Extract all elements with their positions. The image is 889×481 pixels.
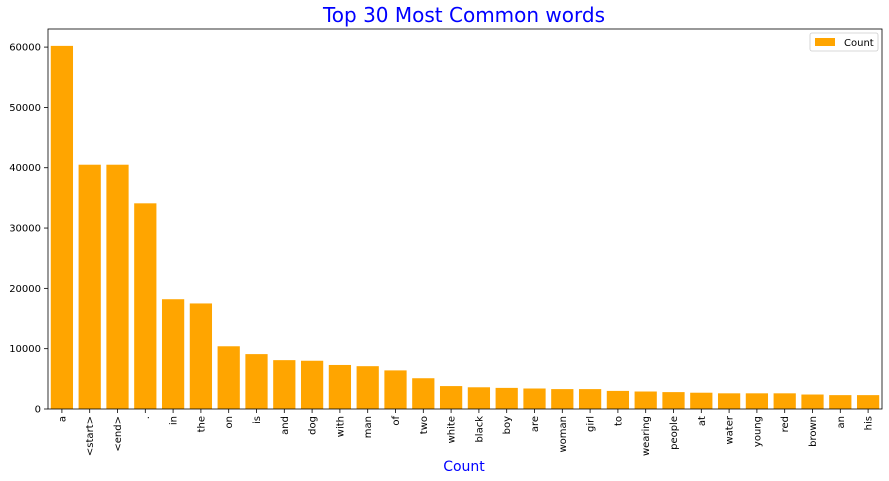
y-tick-label-2: 20000 (9, 284, 41, 295)
bar-7 (245, 354, 268, 409)
y-axis: 0 10000 20000 30000 40000 50000 60000 (9, 43, 48, 416)
y-tick-label-0: 0 (35, 405, 41, 416)
x-tick-label-7: is (252, 416, 263, 424)
bar-25 (745, 393, 769, 409)
bar-0 (50, 45, 74, 410)
x-tick-label-22: people (669, 416, 680, 450)
bar-18 (551, 389, 574, 409)
x-tick-label-13: two (419, 416, 430, 434)
y-tick-label-4: 40000 (9, 163, 41, 174)
legend-label: Count (844, 38, 874, 49)
bar-20 (606, 390, 630, 409)
x-tick-label-19: girl (586, 416, 597, 432)
x-tick-label-25: young (752, 416, 763, 447)
x-tick-label-9: dog (308, 416, 319, 435)
legend-box (809, 32, 879, 52)
x-tick-label-10: with (335, 416, 346, 437)
x-tick-label-20: to (613, 416, 624, 426)
bar-12 (384, 370, 407, 409)
bar-1 (78, 164, 101, 409)
x-tick-label-24: water (725, 415, 736, 444)
x-tick-label-1: <start> (85, 416, 96, 456)
bar-23 (690, 392, 713, 409)
bars-group (50, 45, 880, 410)
bar-15 (467, 387, 491, 409)
bar-22 (662, 392, 685, 409)
bar-28 (829, 395, 852, 409)
y-tick-label-1: 10000 (9, 344, 41, 355)
bar-11 (356, 366, 379, 409)
x-tick-label-16: boy (502, 416, 513, 434)
bar-29 (856, 395, 880, 409)
y-tick-label-6: 60000 (9, 43, 41, 54)
bar-4 (161, 299, 185, 409)
bar-6 (217, 346, 240, 409)
x-tick-label-12: of (391, 416, 402, 426)
bar-14 (439, 386, 463, 409)
x-tick-label-3: . (141, 416, 152, 419)
x-tick-label-23: at (697, 416, 708, 426)
bar-13 (412, 378, 435, 409)
bar-16 (495, 387, 518, 409)
bar-21 (634, 391, 657, 409)
x-tick-label-15: black (474, 416, 485, 443)
x-tick-label-14: white (447, 416, 458, 443)
x-tick-label-28: an (836, 416, 847, 428)
y-tick-label-5: 50000 (9, 103, 41, 114)
plot-frame (47, 28, 883, 410)
x-axis: a <start> <end>. in the on is and dog with man of tw… (57, 409, 875, 456)
x-tick-label-0: a (57, 416, 68, 422)
x-tick-label-17: are (530, 416, 541, 432)
legend: Count (809, 32, 879, 52)
x-tick-label-26: red (780, 416, 791, 432)
x-tick-label-6: on (224, 416, 235, 428)
bar-17 (523, 388, 546, 409)
x-tick-label-21: wearing (641, 416, 652, 456)
bar-27 (801, 394, 824, 409)
bar-9 (300, 360, 324, 409)
x-tick-label-27: brown (808, 416, 819, 447)
x-tick-label-8: and (280, 416, 291, 435)
y-tick-label-3: 30000 (9, 224, 41, 235)
bar-26 (773, 393, 796, 409)
x-tick-label-2: <end> (113, 416, 124, 452)
bar-19 (578, 389, 602, 409)
x-tick-label-18: woman (558, 416, 569, 453)
bar-24 (717, 393, 741, 409)
bar-2 (106, 164, 129, 409)
chart-title: Top 30 Most Common words (322, 3, 605, 27)
x-tick-label-11: man (363, 416, 374, 438)
bar-10 (328, 364, 352, 409)
bar-3 (134, 203, 157, 409)
bar-5 (189, 303, 213, 409)
bar-8 (273, 360, 296, 409)
x-tick-label-5: the (196, 416, 207, 432)
legend-swatch (815, 38, 835, 46)
x-axis-label: Count (443, 459, 485, 475)
x-tick-label-29: his (864, 416, 875, 430)
x-tick-label-4: in (169, 416, 180, 425)
